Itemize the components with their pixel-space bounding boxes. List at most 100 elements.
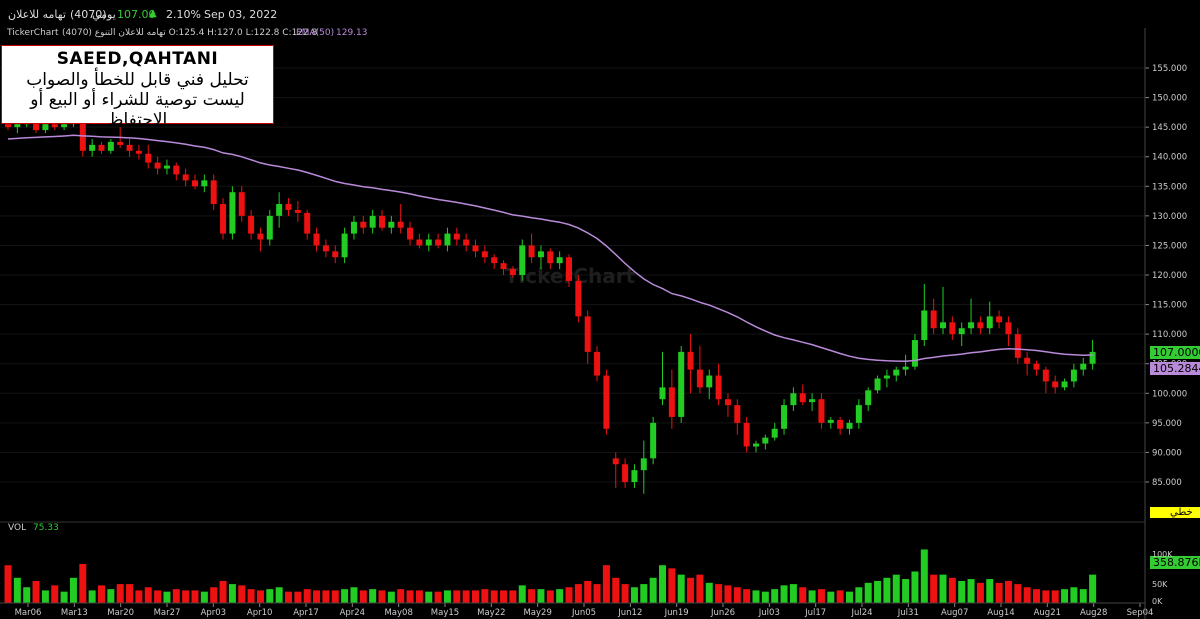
candle-body: [154, 162, 161, 169]
volume-bar: [406, 590, 414, 603]
volume-bar: [864, 582, 872, 603]
price-tick-label: 150.000: [1152, 94, 1187, 104]
candle-body: [818, 399, 825, 423]
price-tick-label: 100.000: [1152, 389, 1187, 399]
volume-bar: [219, 580, 227, 603]
candle-body: [266, 215, 273, 240]
indicator-bar: TickerChart تهامه للاعلان التنوع (4070) …: [0, 27, 1145, 41]
candle-body: [734, 405, 741, 423]
volume-bar: [836, 590, 844, 603]
candle-body: [182, 174, 189, 181]
volume-bar: [565, 587, 573, 603]
time-tick-label: Mar27: [154, 608, 181, 618]
price-tick-label: 130.000: [1152, 212, 1187, 222]
time-tick-label: Jul03: [758, 608, 780, 618]
annotation-box[interactable]: SAEED,QAHTANI تحليل فني قابل للخطأ والصو…: [1, 45, 274, 130]
volume-bar: [1033, 589, 1040, 603]
candle-body: [547, 251, 554, 264]
volume-bar: [761, 591, 769, 603]
volume-bar: [144, 587, 152, 603]
volume-bar: [659, 565, 666, 603]
volume-bar: [359, 590, 367, 603]
volume-bar: [743, 589, 751, 603]
candle-body: [986, 316, 993, 329]
volume-bar: [69, 577, 77, 603]
volume-bar: [200, 591, 208, 603]
volume-bar: [294, 591, 302, 603]
time-tick-label: Aug07: [941, 608, 968, 618]
volume-bar: [1089, 574, 1097, 603]
time-tick-label: Apr17: [293, 608, 319, 618]
candle-body: [379, 215, 385, 228]
volume-header: VOL 75.33: [8, 523, 59, 533]
symbol-name[interactable]: تهامه للاعلان: [8, 8, 66, 21]
candle-body: [220, 204, 227, 234]
candle-body: [1014, 334, 1021, 358]
time-tick-label: Jul17: [804, 608, 826, 618]
draw-mode-label[interactable]: خطي: [1150, 507, 1200, 518]
candle-body: [145, 153, 152, 163]
period-label[interactable]: يومي: [92, 8, 116, 21]
candle-body: [14, 124, 21, 128]
volume-bar: [883, 577, 891, 603]
volume-bar: [1061, 589, 1069, 603]
price-tick-label: 140.000: [1152, 153, 1187, 163]
volume-bar: [1070, 587, 1078, 603]
candle-body: [107, 141, 114, 151]
volume-bar: [163, 591, 171, 603]
last-price-label: 107.0000: [1150, 346, 1200, 359]
volume-bar: [313, 590, 321, 603]
volume-bar: [855, 587, 863, 603]
price-tick-label: 125.000: [1152, 241, 1187, 251]
candle-body: [650, 422, 657, 459]
volume-bar: [556, 589, 564, 603]
time-tick-label: Mar13: [61, 608, 88, 618]
volume-bar: [98, 585, 105, 603]
candle-body: [210, 180, 217, 205]
volume-bar: [303, 589, 311, 603]
price-tick-label: 115.000: [1152, 301, 1187, 311]
volume-bar: [724, 585, 732, 603]
candle-body: [687, 351, 694, 370]
ema-label[interactable]: EMA(50): [296, 28, 335, 38]
candle-body: [163, 165, 170, 169]
candle-body: [463, 239, 470, 246]
candle-body: [902, 366, 909, 370]
candle-body: [659, 387, 666, 400]
volume-bar: [172, 589, 180, 603]
volume-bar: [789, 584, 797, 603]
volume-bar: [79, 563, 87, 603]
ema-price-label: 105.2844: [1150, 362, 1200, 375]
candle-body: [968, 322, 975, 329]
volume-bar: [705, 582, 713, 603]
price-tick-label: 110.000: [1152, 330, 1187, 340]
volume-bar: [443, 590, 451, 603]
candle-body: [1042, 369, 1049, 382]
annotation-author: SAEED,QAHTANI: [56, 49, 219, 69]
brand-label: TickerChart: [7, 28, 59, 38]
candle-body: [257, 233, 264, 240]
last-price: 107.00: [117, 8, 156, 21]
candle-body: [977, 322, 984, 329]
volume-bar: [135, 590, 143, 603]
time-tick-label: Apr10: [247, 608, 273, 618]
ema-value: 129.13: [336, 28, 368, 38]
volume-bar: [1079, 589, 1087, 603]
candle-body: [827, 419, 834, 423]
price-axis: 85.00090.00095.000100.000105.000110.0001…: [1145, 64, 1187, 488]
time-tick-label: Apr24: [340, 608, 366, 618]
candle-body: [640, 458, 647, 471]
time-tick-label: Aug28: [1080, 608, 1107, 618]
candle-body: [425, 239, 432, 246]
volume-bar: [490, 590, 498, 603]
volume-bar: [948, 577, 956, 603]
volume-bar: [630, 587, 638, 603]
volume-bar: [1014, 584, 1022, 603]
volume-bar: [808, 590, 816, 603]
price-tick-label: 120.000: [1152, 271, 1187, 281]
volume-bar: [874, 580, 882, 603]
candle-body: [790, 393, 797, 406]
vol-axis-zero: 0K: [1152, 597, 1163, 606]
time-tick-label: Mar06: [15, 608, 42, 618]
candle-body: [762, 437, 769, 444]
